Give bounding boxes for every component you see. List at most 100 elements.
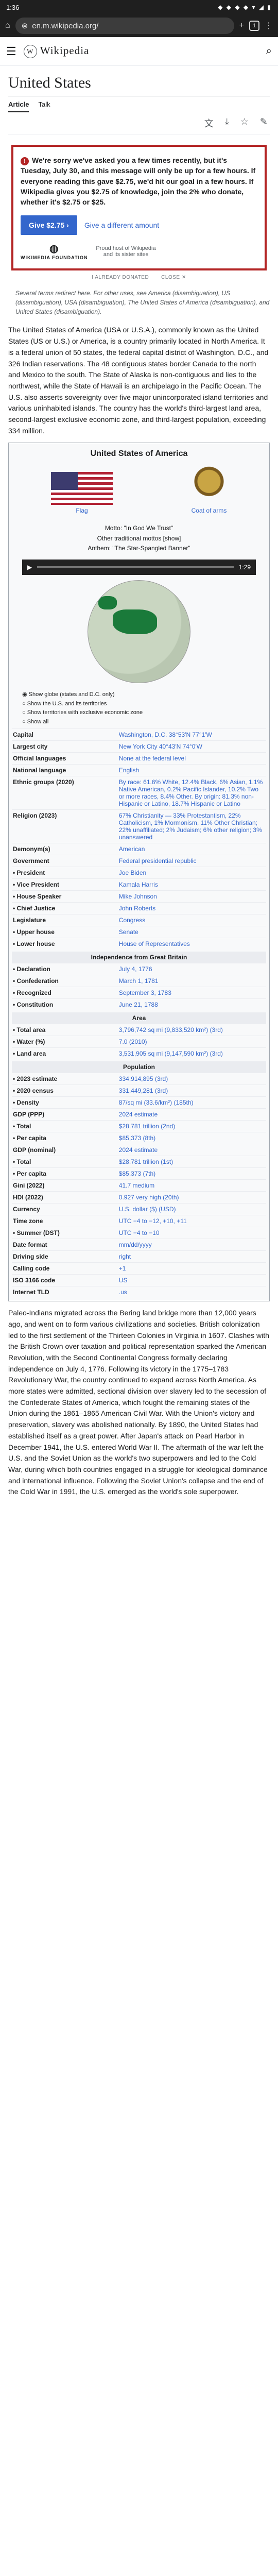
infobox-row-value[interactable]: 2024 estimate — [118, 1146, 158, 1154]
infobox-row-value[interactable]: 2024 estimate — [118, 1111, 158, 1118]
infobox-row-label: • Recognized — [13, 989, 51, 997]
coat-of-arms-caption[interactable]: Coat of arms — [191, 507, 227, 515]
infobox-row: Legislature Congress — [12, 914, 266, 926]
infobox-row-value[interactable]: $85,373 (7th) — [118, 1170, 156, 1178]
infobox-row: • Total $28.781 trillion (1st) — [12, 1156, 266, 1167]
proud-host-text: Proud host of Wikipedia and its sister s… — [96, 245, 156, 258]
infobox-row-value[interactable]: English — [118, 767, 140, 774]
already-donated-link[interactable]: I ALREADY DONATED — [92, 275, 149, 281]
audio-duration: 1:29 — [238, 563, 251, 571]
infobox-row-value[interactable]: U.S. dollar ($) (USD) — [118, 1206, 176, 1213]
play-icon[interactable]: ▶ — [27, 563, 32, 571]
infobox-row: Currency U.S. dollar ($) (USD) — [12, 1203, 266, 1215]
infobox-row-value[interactable]: +1 — [118, 1265, 126, 1273]
independence-header: Independence from Great Britain — [12, 952, 266, 963]
search-icon[interactable]: ⌕ — [266, 45, 272, 57]
motto: Motto: "In God We Trust" — [105, 524, 173, 532]
tab-article[interactable]: Article — [8, 100, 29, 112]
audio-progress[interactable] — [37, 566, 234, 568]
infobox-row-value[interactable]: New York City 40°43′N 74°0′W — [118, 743, 202, 751]
infobox-title: United States of America — [90, 449, 188, 459]
infobox-row-value[interactable]: Joe Biden — [118, 869, 147, 877]
infobox-row-label: GDP (nominal) — [13, 1146, 56, 1154]
infobox-row-value[interactable]: US — [118, 1277, 128, 1284]
infobox-row-label: • Water (%) — [13, 1038, 45, 1046]
infobox-row: Driving side right — [12, 1250, 266, 1262]
infobox-row-value[interactable]: 41.7 medium — [118, 1182, 155, 1190]
banner-message: We're sorry we've asked you a few times … — [21, 156, 256, 207]
audio-player: ▶ 1:29 — [22, 559, 256, 575]
infobox-row-label: • Density — [13, 1099, 39, 1107]
us-flag-image[interactable] — [51, 472, 113, 505]
coat-of-arms-image[interactable] — [191, 466, 227, 505]
infobox-row-value[interactable]: 3,531,905 sq mi (9,147,590 km²) (3rd) — [118, 1050, 223, 1058]
anthem[interactable]: Anthem: "The Star-Spangled Banner" — [88, 544, 190, 552]
infobox-row-value[interactable]: 87/sq mi (33.6/km²) (185th) — [118, 1099, 194, 1107]
infobox-row-label: Calling code — [13, 1265, 50, 1273]
hamburger-menu-icon[interactable]: ☰ — [6, 44, 16, 58]
infobox-row-value[interactable]: House of Representatives — [118, 940, 190, 948]
infobox-row-label: ISO 3166 code — [13, 1277, 56, 1284]
infobox-row-label: Gini (2022) — [13, 1182, 45, 1190]
infobox-row-value[interactable]: 334,914,895 (3rd) — [118, 1075, 168, 1083]
infobox-row-value[interactable]: Washington, D.C. 38°53′N 77°1′W — [118, 731, 212, 739]
give-button[interactable]: Give $2.75 › — [21, 215, 77, 235]
tab-switcher-button[interactable]: 1 — [249, 21, 259, 31]
new-tab-icon[interactable]: + — [239, 21, 244, 30]
url-bar[interactable]: ⊜ en.m.wikipedia.org/ — [15, 18, 234, 34]
infobox-row: • Total $28.781 trillion (2nd) — [12, 1120, 266, 1132]
infobox-row-value[interactable]: 67% Christianity — 33% Protestantism, 22… — [118, 812, 262, 841]
wikipedia-logo[interactable]: W Wikipedia — [23, 44, 90, 59]
infobox-row: HDI (2022) 0.927 very high (20th) — [12, 1191, 266, 1203]
infobox-row-value[interactable]: Mike Johnson — [118, 893, 157, 901]
download-icon[interactable]: ⤓ — [224, 116, 229, 127]
infobox-row-value[interactable]: Federal presidential republic — [118, 857, 197, 865]
give-different-amount-link[interactable]: Give a different amount — [84, 221, 160, 230]
language-icon[interactable]: 文 — [204, 118, 214, 129]
infobox-row-value[interactable]: UTC −4 to −10 — [118, 1229, 160, 1237]
infobox-row-value[interactable]: By race: 61.6% White, 12.4% Black, 6% As… — [118, 778, 263, 808]
infobox-row-value[interactable]: 0.927 very high (20th) — [118, 1194, 179, 1201]
infobox-row-value[interactable]: John Roberts — [118, 905, 156, 912]
infobox-row-value[interactable]: right — [118, 1253, 131, 1261]
other-mottos[interactable]: Other traditional mottos [show] — [97, 534, 181, 542]
close-banner-link[interactable]: CLOSE ✕ — [161, 275, 186, 281]
flag-caption[interactable]: Flag — [76, 507, 88, 515]
infobox: United States of America Flag Coat of ar… — [8, 443, 270, 1302]
infobox-row-value[interactable]: $28.781 trillion (2nd) — [118, 1123, 176, 1130]
infobox-row-value[interactable]: Congress — [118, 917, 146, 924]
wikimedia-logo: ◍ WIKIMEDIA FOUNDATION — [21, 243, 88, 261]
infobox-row-value[interactable]: 7.0 (2010) — [118, 1038, 147, 1046]
infobox-row: Official languages None at the federal le… — [12, 752, 266, 764]
infobox-row-label: • Constitution — [13, 1001, 54, 1009]
infobox-row-label: Driving side — [13, 1253, 48, 1261]
infobox-row-value[interactable]: UTC −4 to −12, +10, +11 — [118, 1217, 187, 1225]
infobox-row-value[interactable]: 331,449,281 (3rd) — [118, 1087, 168, 1095]
infobox-row-value[interactable]: Kamala Harris — [118, 881, 158, 889]
infobox-row-value[interactable]: American — [118, 845, 145, 853]
infobox-row-value[interactable]: .us — [118, 1289, 127, 1296]
infobox-row-value[interactable]: $28.781 trillion (1st) — [118, 1158, 173, 1166]
infobox-row-value[interactable]: mm/dd/yyyy — [118, 1241, 152, 1249]
infobox-row: National language English — [12, 764, 266, 776]
infobox-row-label: Capital — [13, 731, 34, 739]
menu-dots-icon[interactable]: ⋮ — [265, 22, 273, 30]
infobox-row-value[interactable]: September 3, 1783 — [118, 989, 171, 997]
infobox-row-value[interactable]: $85,373 (8th) — [118, 1134, 156, 1142]
infobox-row-label: Ethnic groups (2020) — [13, 778, 74, 786]
intro-paragraph: The United States of America (USA or U.S… — [8, 326, 269, 435]
infobox-row-label: • Per capita — [13, 1170, 46, 1178]
tab-talk[interactable]: Talk — [38, 100, 50, 108]
orthographic-map[interactable] — [88, 580, 190, 683]
infobox-row: • Per capita $85,373 (7th) — [12, 1167, 266, 1179]
infobox-row-value[interactable]: June 21, 1788 — [118, 1001, 158, 1009]
site-info-icon[interactable]: ⊜ — [21, 22, 28, 30]
infobox-row-value[interactable]: 3,796,742 sq mi (9,833,520 km²) (3rd) — [118, 1026, 223, 1034]
edit-icon[interactable]: ✎ — [259, 116, 268, 127]
infobox-row-value[interactable]: Senate — [118, 928, 138, 936]
home-icon[interactable]: ⌂ — [5, 21, 10, 30]
infobox-row-value[interactable]: None at the federal level — [118, 755, 186, 762]
infobox-row-value[interactable]: July 4, 1776 — [118, 965, 152, 973]
infobox-row-value[interactable]: March 1, 1781 — [118, 977, 159, 985]
watch-star-icon[interactable]: ☆ — [240, 116, 249, 127]
